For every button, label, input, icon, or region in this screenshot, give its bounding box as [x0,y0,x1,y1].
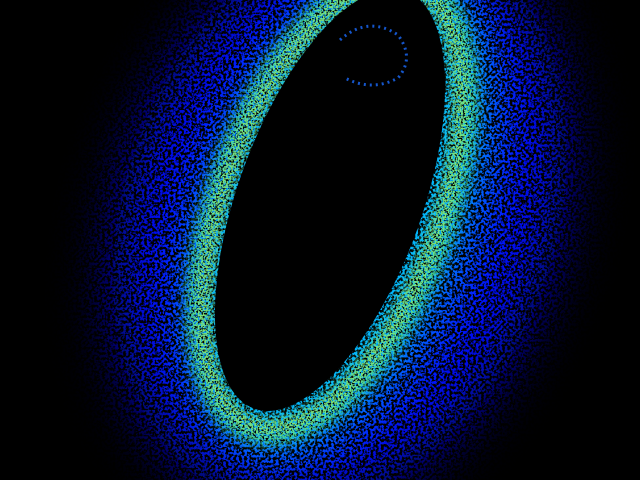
inner-void [214,0,446,411]
curl-edge [339,24,408,87]
ridge-layers [185,0,479,445]
peak-ridge [198,0,466,432]
